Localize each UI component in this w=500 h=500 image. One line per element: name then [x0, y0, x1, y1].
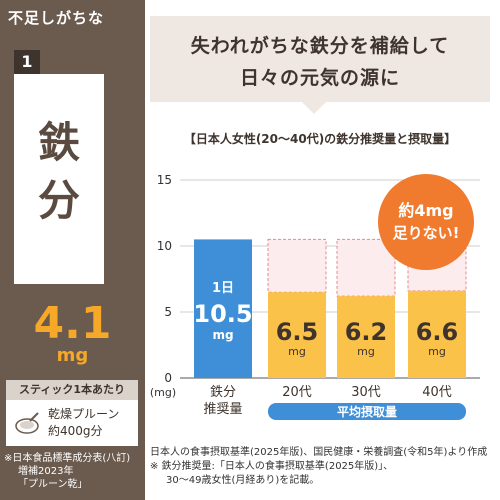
bar-recommended	[194, 239, 252, 378]
per-stick-equivalent: 約400g分	[48, 424, 103, 438]
source-line: 「プルーン乾」	[18, 479, 88, 490]
x-tick-label: 40代	[422, 385, 452, 400]
bar-unit-label: mg	[288, 345, 306, 358]
nutrient-card: 鉄分	[14, 74, 104, 284]
y-tick-label: 15	[157, 173, 172, 187]
source-line: 増補2023年	[18, 466, 74, 477]
nutrient-name: 鉄分	[14, 114, 104, 230]
source-line: ※日本食品標準成分表(八訂)	[4, 453, 131, 464]
bar-intake	[337, 296, 395, 378]
panel-heading: 不足しがちな	[8, 9, 105, 27]
y-tick-label: 5	[164, 305, 172, 319]
y-unit-label: (mg)	[150, 386, 176, 399]
bar-value-label: 10.5	[193, 300, 252, 328]
nutrient-label: 鉄分	[37, 118, 80, 225]
y-tick-label: 0	[164, 371, 172, 385]
spoon-icon	[15, 412, 39, 434]
bar-label-prefix: 1日	[212, 281, 234, 296]
footnote: ※ 鉄分推奨量:「日本人の食事摂取基準(2025年版)」、	[150, 461, 394, 472]
x-tick-label: 推奨量	[203, 402, 242, 417]
footnote: 日本人の食事摂取基準(2025年版)、国民健康・栄養調査(令和5年)より作成	[150, 447, 488, 458]
x-tick-label: 20代	[282, 385, 312, 400]
bubble-tail	[302, 102, 326, 114]
shortfall-callout: 約4mg 足りない!	[378, 174, 474, 270]
bar-unit-label: mg	[357, 345, 375, 358]
average-intake-band	[268, 403, 466, 420]
callout-circle	[378, 174, 474, 270]
y-tick-label: 10	[157, 239, 172, 253]
x-tick-label: 30代	[351, 385, 381, 400]
callout-line: 足りない!	[393, 224, 460, 242]
bar-intake	[408, 290, 466, 378]
left-panel: 不足しがちな 1 鉄分 4.1 mg スティック1本あたり 乾燥プルーン 約40…	[0, 0, 145, 500]
bar-shortfall	[336, 238, 396, 297]
bar-value-label: 6.5	[276, 318, 319, 346]
source-note: ※日本食品標準成分表(八訂) 増補2023年 「プルーン乾」	[4, 452, 130, 491]
average-intake-label: 平均摂取量	[337, 404, 397, 419]
iron-unit: mg	[56, 345, 89, 366]
headline-line-2: 日々の元気の源に	[239, 67, 400, 89]
per-stick-food: 乾燥プルーン	[48, 407, 120, 421]
headline-bubble	[150, 16, 490, 102]
chart-title: 【日本人女性(20～40代)の鉄分推奨量と摂取量】	[183, 132, 457, 146]
bar-value-label: 6.6	[416, 318, 459, 346]
per-stick-box: 乾燥プルーン 約400g分	[6, 400, 138, 446]
bar-unit-label: mg	[428, 345, 446, 358]
rank-badge: 1	[14, 50, 40, 74]
x-tick-label: 鉄分	[210, 385, 236, 400]
bar-shortfall	[267, 238, 327, 293]
bar-unit-label: mg	[212, 328, 233, 342]
footnote: 30～49歳女性(月経あり)を記載。	[166, 475, 320, 486]
headline-line-1: 失われがちな鉄分を補給して	[190, 35, 450, 57]
iron-amount: 4.1	[33, 298, 112, 349]
callout-line: 約4mg	[398, 201, 453, 220]
bar-value-label: 6.2	[345, 318, 388, 346]
per-stick-label: スティック1本あたり	[6, 380, 138, 400]
bar-intake	[268, 292, 326, 378]
